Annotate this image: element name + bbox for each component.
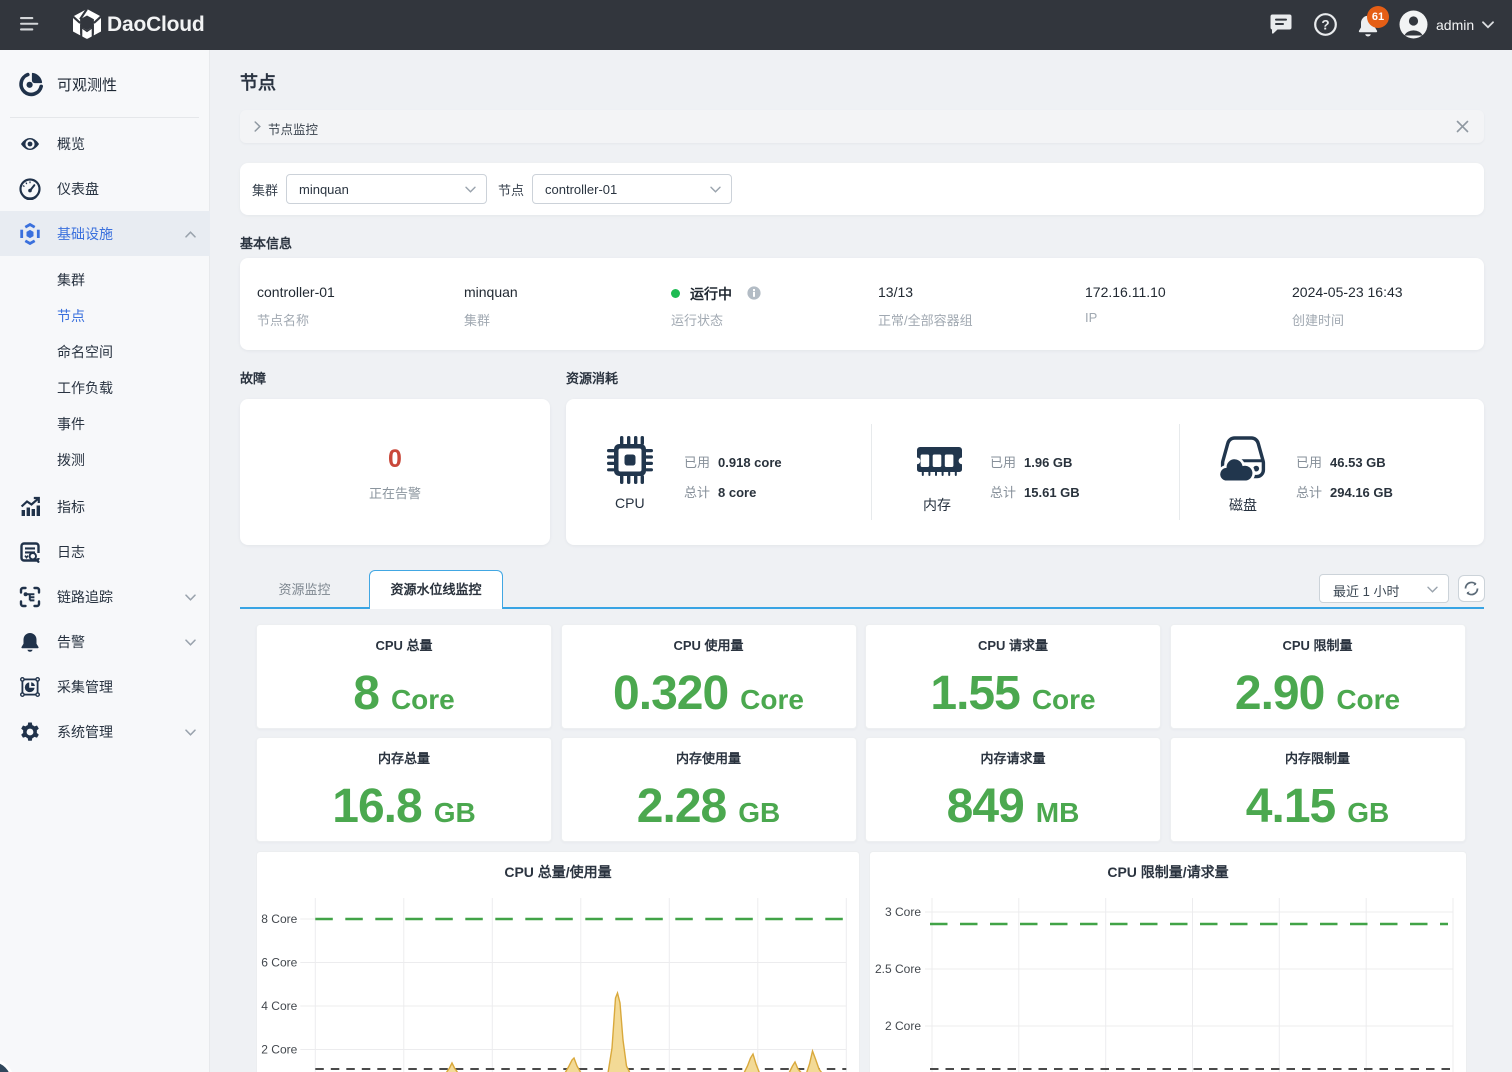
svg-text:2 Core: 2 Core: [885, 1019, 921, 1033]
svg-text:3 Core: 3 Core: [885, 905, 921, 919]
svg-text:8 Core: 8 Core: [261, 912, 297, 926]
svg-text:4 Core: 4 Core: [261, 999, 297, 1013]
svg-text:2 Core: 2 Core: [261, 1043, 297, 1057]
svg-text:?: ?: [1321, 17, 1329, 32]
svg-text:6 Core: 6 Core: [261, 956, 297, 970]
svg-text:2.5 Core: 2.5 Core: [875, 962, 921, 976]
